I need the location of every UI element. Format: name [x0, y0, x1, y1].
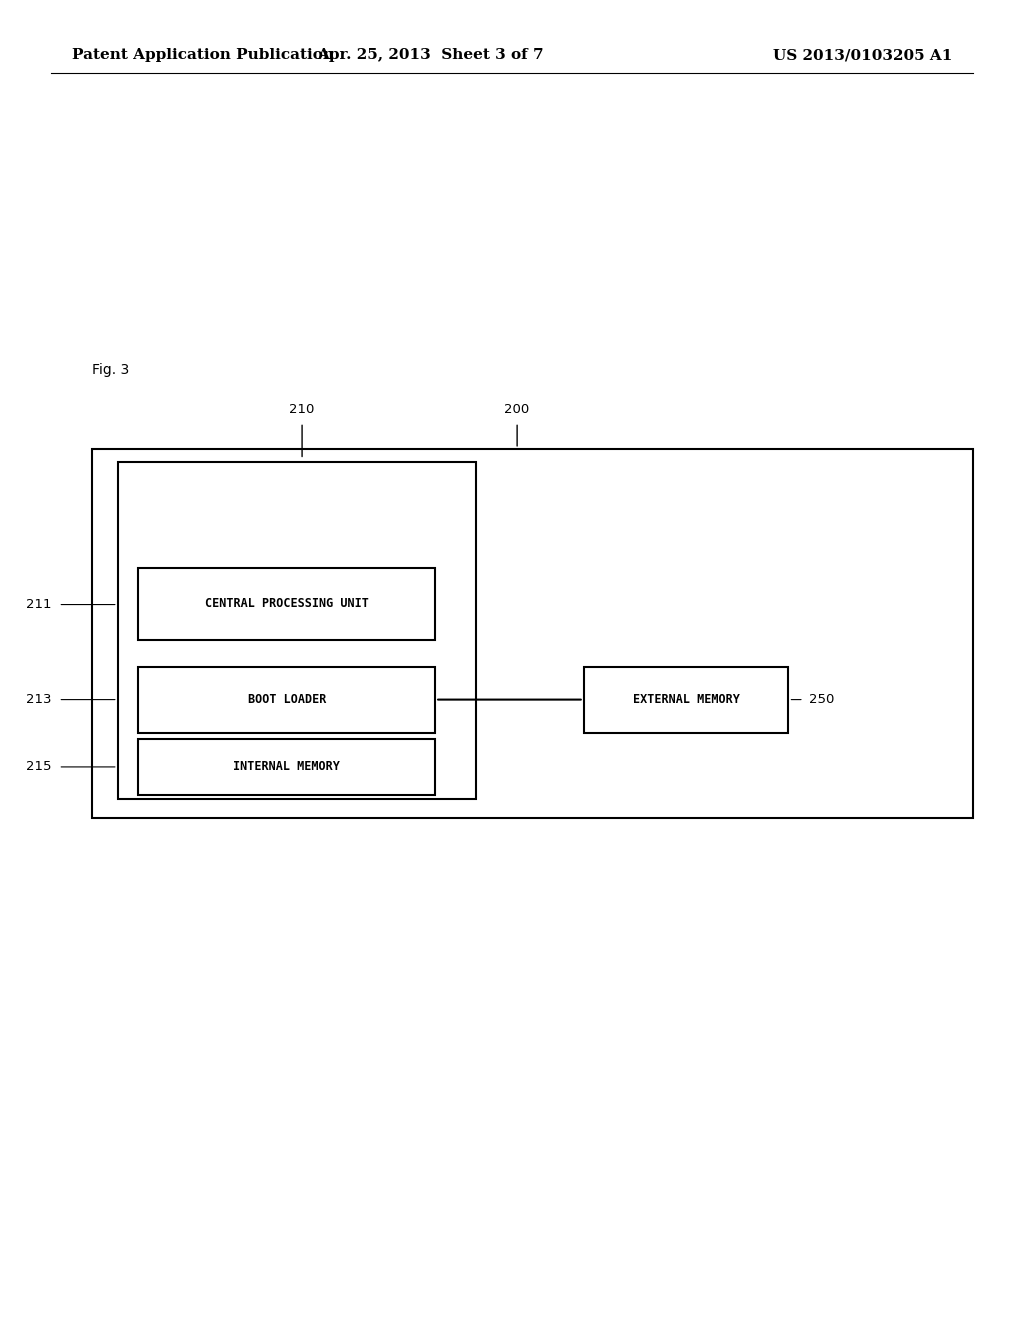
Bar	[138, 568, 435, 640]
Text: Apr. 25, 2013  Sheet 3 of 7: Apr. 25, 2013 Sheet 3 of 7	[316, 49, 544, 62]
Text: INTERNAL MEMORY: INTERNAL MEMORY	[233, 760, 340, 774]
Text: BOOT LOADER: BOOT LOADER	[248, 693, 326, 706]
Text: CENTRAL PROCESSING UNIT: CENTRAL PROCESSING UNIT	[205, 598, 369, 610]
Text: 211: 211	[26, 598, 51, 611]
Bar	[138, 739, 435, 795]
Text: Patent Application Publication: Patent Application Publication	[72, 49, 334, 62]
Text: 215: 215	[26, 760, 51, 774]
Text: 213: 213	[26, 693, 51, 706]
Text: 250: 250	[809, 693, 835, 706]
Text: EXTERNAL MEMORY: EXTERNAL MEMORY	[633, 693, 739, 706]
Bar	[584, 667, 788, 733]
Text: 210: 210	[290, 403, 314, 416]
Text: 200: 200	[505, 403, 529, 416]
Text: US 2013/0103205 A1: US 2013/0103205 A1	[773, 49, 952, 62]
Bar	[92, 449, 973, 818]
Bar	[118, 462, 476, 799]
Bar	[138, 667, 435, 733]
Text: Fig. 3: Fig. 3	[92, 363, 129, 376]
